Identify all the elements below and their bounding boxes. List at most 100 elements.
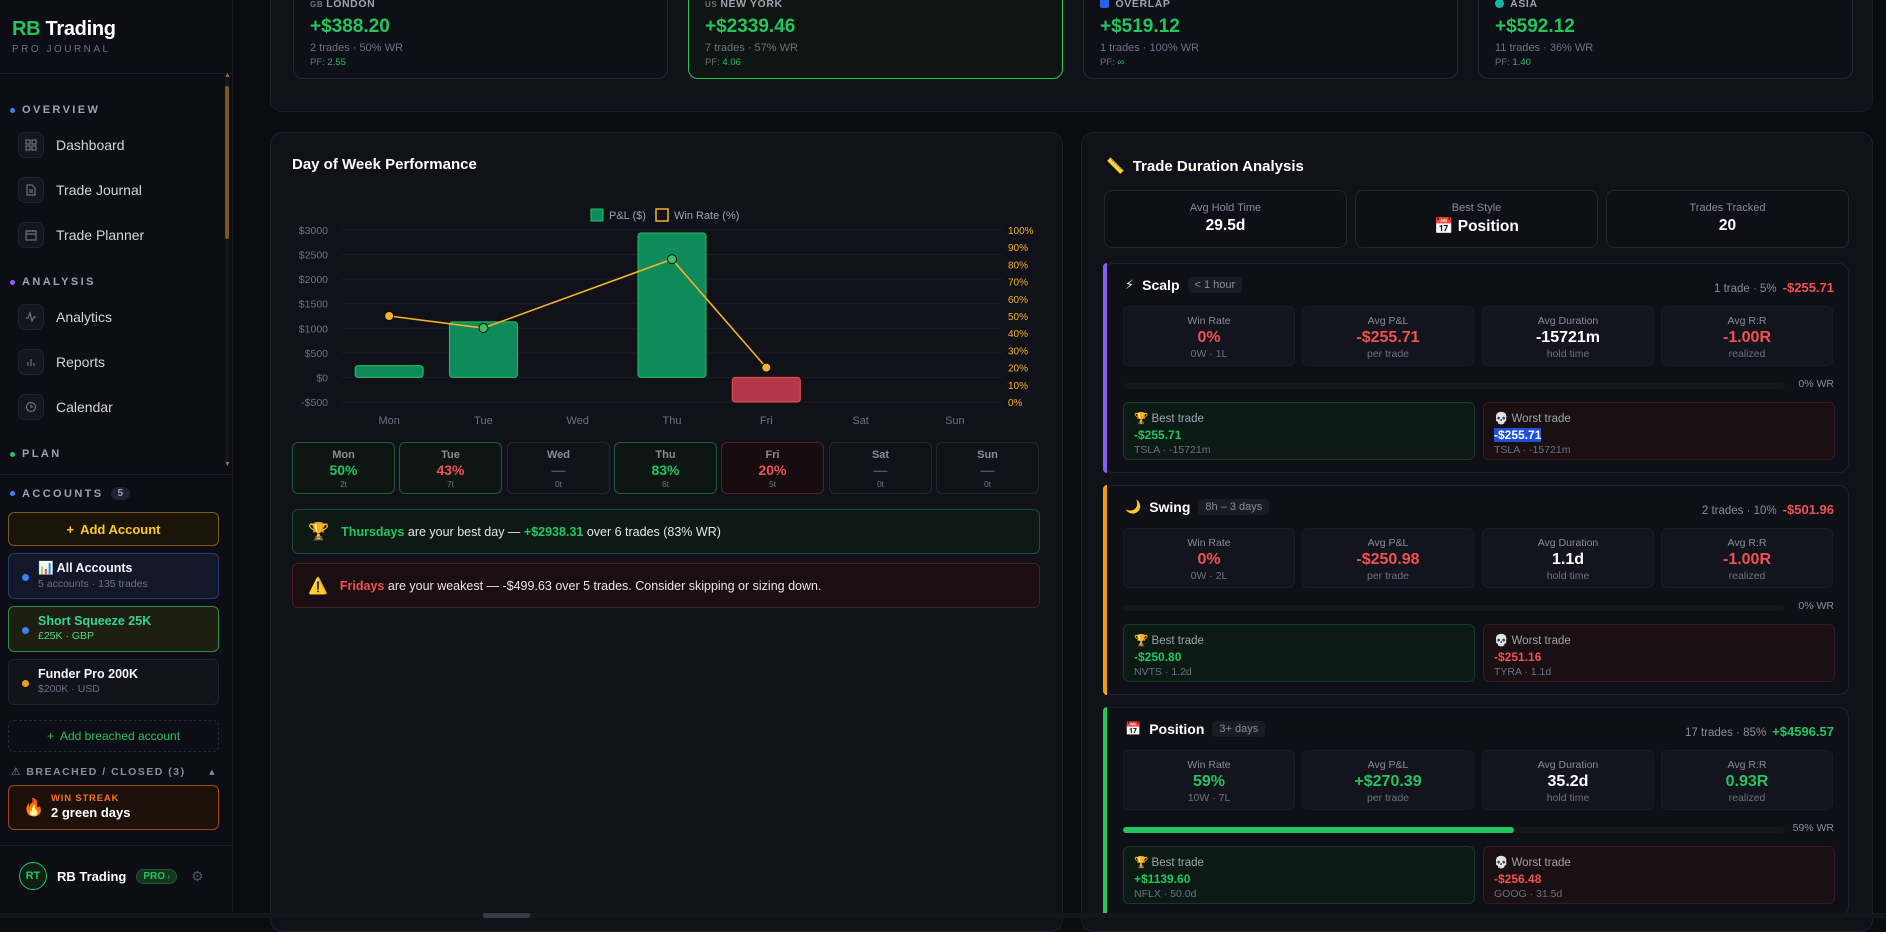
section-overview-label: OVERVIEW — [22, 104, 101, 116]
win-rate-line — [389, 258, 767, 369]
x-tick: Mon — [378, 415, 399, 425]
day-box-wed[interactable]: Wed —0t — [507, 442, 610, 494]
style-name: Position — [1149, 721, 1205, 737]
sidebar-scrollbar-thumb[interactable] — [225, 86, 229, 239]
nav-trade-planner[interactable]: Trade Planner — [18, 217, 218, 253]
worst-trade-label: Worst trade — [1511, 635, 1571, 647]
user-name: RB Trading — [57, 868, 127, 884]
metric-label: Avg P&L — [1367, 759, 1409, 771]
bar-thu[interactable] — [637, 232, 707, 378]
add-account-button[interactable]: + Add Account — [8, 512, 219, 546]
breached-label: BREACHED / CLOSED (3) — [26, 766, 186, 778]
accounts-count-badge: 5 — [110, 487, 131, 500]
account-dot — [22, 680, 29, 687]
fire-icon: 🔥 — [23, 798, 45, 817]
bar-tue[interactable] — [448, 321, 518, 378]
y-right-tick: 70% — [1008, 278, 1028, 289]
account-all-accounts[interactable]: 📊 All Accounts 5 accounts · 135 trades — [8, 553, 219, 599]
session-overlap[interactable]: OVERLAP +$519.12 1 trades · 100% WR PF: … — [1083, 0, 1458, 79]
sidebar-scrollbar[interactable] — [225, 78, 229, 463]
best-trade[interactable]: 🏆 Best trade -$255.71 TSLA · -15721m — [1123, 402, 1475, 460]
metric-value: 0.93R — [1725, 773, 1769, 790]
worst-trade-amount: -$251.16 — [1494, 650, 1542, 664]
metric-sub: per trade — [1366, 348, 1410, 360]
grid-icon — [18, 132, 44, 158]
account-name: 📊 All Accounts — [38, 561, 133, 575]
day-box-thu[interactable]: Thu 83% 6t — [614, 442, 717, 494]
style-card-swing[interactable]: 🌙 Swing 8h – 3 days 2 trades · 10% -$501.96… — [1103, 485, 1849, 695]
metric-win-rate: Win Rate 59% 10W · 7L — [1123, 750, 1295, 810]
section-analysis-label: ANALYSIS — [22, 276, 96, 288]
style-tag: 8h – 3 days — [1198, 499, 1270, 515]
day-box-sun[interactable]: Sun —0t — [936, 442, 1039, 494]
win-rate-point-tue[interactable] — [478, 323, 489, 334]
worst-trade[interactable]: 💀 Worst trade -$256.48 GOOG · 31.5d — [1483, 846, 1835, 904]
day-box-sat[interactable]: Sat —0t — [829, 442, 932, 494]
style-card-position[interactable]: 📅 Position 3+ days 17 trades · 85% +$4596.5… — [1103, 707, 1849, 917]
y-right-tick: 30% — [1008, 346, 1028, 357]
ruler-icon: 📏 — [1106, 158, 1125, 175]
gear-icon[interactable]: ⚙ — [191, 867, 204, 884]
day-winrate: 83% — [651, 462, 680, 478]
metric-sub: per trade — [1366, 792, 1410, 804]
section-accounts-label: ACCOUNTS — [22, 487, 104, 500]
session-name: NEW YORK — [720, 0, 783, 10]
day-trades: 0t — [876, 479, 885, 489]
bar-mon[interactable] — [354, 365, 424, 378]
metric-win-rate: Win Rate 0% 0W · 1L — [1123, 306, 1295, 366]
day-trades: 2t — [339, 479, 348, 489]
style-header: 🌙 Swing 8h – 3 days — [1125, 499, 1270, 515]
day-of-week-chart: P&L ($) Win Rate (%) $3000 $2500 $2000 $150… — [299, 208, 1034, 425]
account-sub: $200K · USD — [38, 683, 100, 695]
best-trade[interactable]: 🏆 Best trade -$250.80 NVTS · 1.2d — [1123, 624, 1475, 682]
scroll-down-icon[interactable]: ▼ — [224, 461, 231, 468]
best-trade[interactable]: 🏆 Best trade +$1139.60 NFLX · 50.0d — [1123, 846, 1475, 904]
nav-calendar[interactable]: Calendar — [18, 389, 218, 425]
metric-avg-pnl: Avg P&L -$250.98 per trade — [1302, 528, 1474, 588]
worst-trade[interactable]: 💀 Worst trade -$255.71 TSLA · -15721m — [1483, 402, 1835, 460]
user-profile[interactable]: RT RB Trading PRO › ⚙ — [8, 850, 219, 902]
win-rate-point-fri[interactable] — [761, 362, 772, 373]
win-rate-point-mon[interactable] — [384, 311, 395, 321]
scroll-up-icon[interactable]: ▲ — [224, 72, 231, 79]
day-box-tue[interactable]: Tue 43% 7t — [399, 442, 502, 494]
brand-title-rest: Trading — [40, 18, 116, 40]
day-box-fri[interactable]: Fri 20% 5t — [721, 442, 824, 494]
session-pnl: +$519.12 — [1100, 16, 1180, 37]
account-funder-pro[interactable]: Funder Pro 200K $200K · USD — [8, 659, 219, 705]
worst-trade[interactable]: 💀 Worst trade -$251.16 TYRA · 1.1d — [1483, 624, 1835, 682]
trade-duration-header: 📏 Trade Duration Analysis — [1106, 157, 1304, 176]
trades-tracked-stat: Trades Tracked 20 — [1606, 190, 1849, 248]
pf-label: PF: — [705, 57, 723, 68]
bar-fri[interactable] — [731, 376, 801, 403]
day-box-mon[interactable]: Mon 50% 2t — [292, 442, 395, 494]
day-trades: 6t — [661, 479, 670, 489]
account-short-squeeze[interactable]: Short Squeeze 25K £25K · GBP — [8, 606, 219, 652]
y-right-tick: 90% — [1008, 243, 1028, 254]
nav-trade-journal[interactable]: Trade Journal — [18, 172, 218, 208]
metric-label: Avg R:R — [1727, 759, 1767, 771]
add-breached-account-button[interactable]: + Add breached account — [8, 720, 219, 752]
brand-title[interactable]: RB Trading — [12, 18, 116, 41]
nav-reports[interactable]: Reports — [18, 344, 218, 380]
style-header: 📅 Position 3+ days — [1125, 721, 1266, 737]
session-london[interactable]: GB LONDON +$388.20 2 trades · 50% WR PF: … — [293, 0, 668, 79]
style-card-scalp[interactable]: ⚡ Scalp < 1 hour 1 trade · 5% -$255.71 Win … — [1103, 263, 1849, 473]
horizontal-scrollbar-thumb[interactable] — [483, 913, 530, 918]
skull-icon: 💀 — [1494, 413, 1509, 425]
account-dot — [22, 574, 29, 581]
nav-dashboard[interactable]: Dashboard — [18, 127, 218, 163]
nav-analytics[interactable]: Analytics — [18, 299, 218, 335]
pf-label: PF: — [310, 57, 328, 68]
best-day-insight: 🏆 Thursdays are your best day — +$2938.3… — [292, 509, 1040, 554]
nav-label: Reports — [56, 354, 106, 370]
metric-label: Win Rate — [1187, 759, 1231, 771]
section-analysis: ANALYSIS — [10, 276, 96, 288]
session-new-york[interactable]: US NEW YORK +$2339.46 7 trades · 57% WR P… — [688, 0, 1063, 79]
horizontal-scrollbar[interactable] — [0, 913, 1886, 918]
style-summary-text: 2 trades · 10% — [1701, 505, 1777, 517]
metric-label: Avg Duration — [1537, 315, 1599, 327]
session-asia[interactable]: ASIA +$592.12 11 trades · 36% WR PF: 1.4… — [1478, 0, 1853, 79]
win-rate-point-thu[interactable] — [667, 254, 677, 265]
breached-section-toggle[interactable]: ⚠ BREACHED / CLOSED (3) ▴ — [11, 766, 216, 778]
